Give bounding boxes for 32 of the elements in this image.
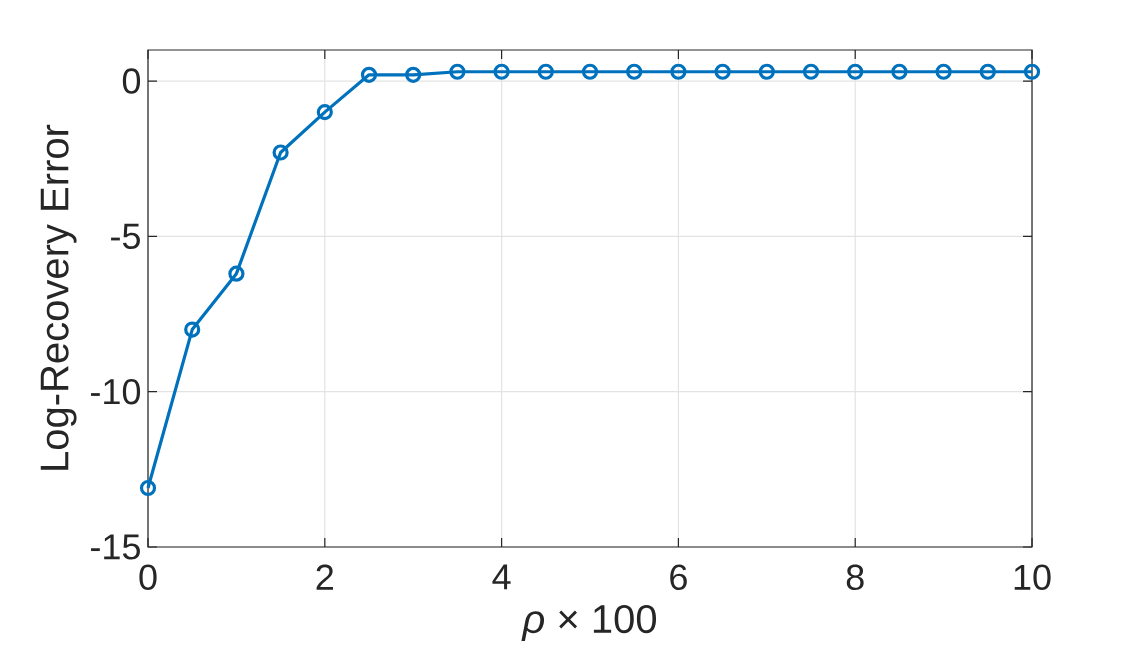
x-tick-label: 2 bbox=[316, 564, 333, 590]
point bbox=[979, 63, 996, 80]
point bbox=[184, 321, 201, 338]
point bbox=[1023, 63, 1041, 80]
point bbox=[316, 104, 333, 121]
point bbox=[891, 63, 908, 80]
y-axis-title: Log-Recovery Error bbox=[40, 124, 77, 470]
y-tick-label: -10 bbox=[91, 378, 141, 405]
y-tick-label: -15 bbox=[91, 534, 140, 560]
x-tick-label: 10 bbox=[1014, 564, 1051, 591]
point bbox=[670, 63, 687, 80]
point bbox=[449, 63, 466, 80]
x-axis-title: ρ × 100 bbox=[521, 604, 657, 642]
point bbox=[493, 63, 510, 80]
point bbox=[714, 63, 731, 80]
x-tick-label: 8 bbox=[846, 564, 864, 591]
point bbox=[537, 63, 554, 80]
point bbox=[405, 66, 422, 83]
point bbox=[758, 63, 775, 80]
y-tick-label: -5 bbox=[111, 223, 140, 249]
y-tick-label: 0 bbox=[122, 68, 141, 94]
point bbox=[626, 63, 643, 80]
point bbox=[272, 144, 289, 161]
point bbox=[935, 63, 952, 80]
point bbox=[139, 479, 157, 497]
x-tick-label: 4 bbox=[492, 564, 511, 590]
point bbox=[360, 66, 378, 83]
point bbox=[228, 265, 245, 282]
x-tick-label: 6 bbox=[670, 564, 687, 591]
point bbox=[847, 63, 864, 80]
point bbox=[581, 63, 599, 80]
point bbox=[802, 63, 820, 80]
